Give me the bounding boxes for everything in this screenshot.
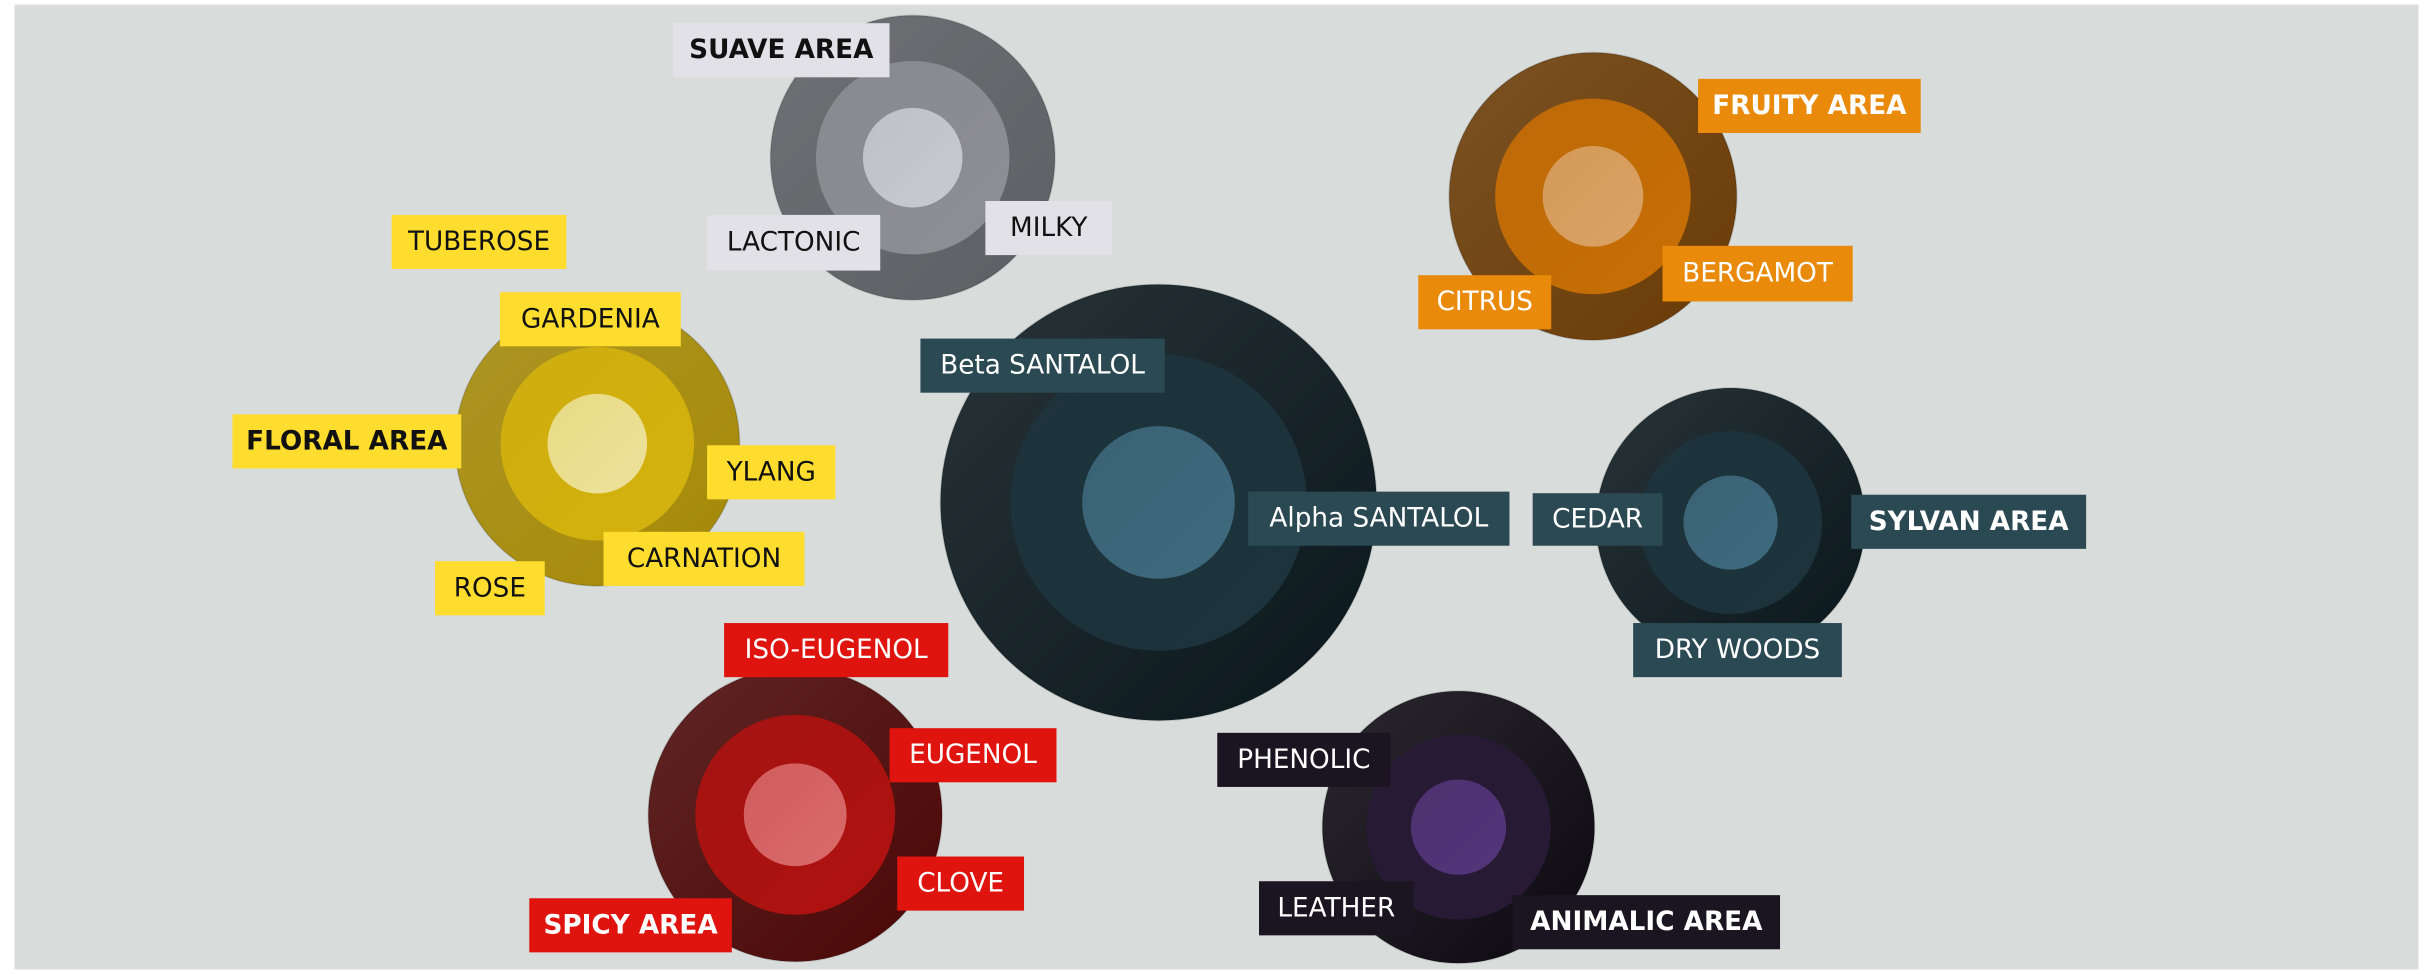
ring <box>862 107 963 208</box>
area-label: SUAVE AREA <box>689 35 874 65</box>
area-label-box <box>1512 895 1781 950</box>
ring <box>1082 426 1235 579</box>
area-label-box <box>232 414 462 469</box>
area-label-box <box>673 23 890 78</box>
note-label: CEDAR <box>1552 504 1643 534</box>
ring <box>1683 475 1778 570</box>
note-label: CITRUS <box>1437 287 1533 317</box>
note-label: PHENOLIC <box>1237 745 1370 775</box>
note-label-box <box>1259 881 1414 936</box>
area-label: ANIMALIC AREA <box>1530 907 1763 937</box>
ring <box>1542 146 1644 247</box>
note-label-box <box>1662 245 1853 302</box>
area-label-box <box>1698 78 1921 133</box>
note-label-box <box>985 200 1113 256</box>
note-label-box <box>1633 623 1842 678</box>
note-label-box <box>434 561 545 616</box>
note-label: LEATHER <box>1277 893 1395 923</box>
area-label-box <box>1851 494 2087 549</box>
note-label-box <box>499 292 681 347</box>
note-label: EUGENOL <box>909 740 1037 770</box>
note-label-box <box>1418 275 1552 330</box>
note-label: BERGAMOT <box>1682 259 1834 289</box>
note-label: Alpha SANTALOL <box>1269 504 1488 534</box>
ring <box>547 393 648 494</box>
note-label: Beta SANTALOL <box>940 351 1145 381</box>
ring <box>1410 779 1507 875</box>
area-label: SYLVAN AREA <box>1869 507 2070 537</box>
ring <box>743 763 847 867</box>
note-label-box <box>707 445 836 500</box>
note-label-box <box>1248 491 1510 546</box>
note-label-box <box>897 856 1025 911</box>
note-label: YLANG <box>726 457 816 487</box>
note-label-box <box>920 338 1165 393</box>
note-label-box <box>707 214 881 271</box>
note-label: TUBEROSE <box>407 227 550 257</box>
note-label: GARDENIA <box>521 304 660 334</box>
note-label: CLOVE <box>917 869 1004 899</box>
note-label-box <box>1532 493 1663 546</box>
note-label: ROSE <box>454 573 526 603</box>
area-label: FLORAL AREA <box>246 426 448 456</box>
area-label: FRUITY AREA <box>1712 91 1907 121</box>
note-label-box <box>1217 732 1391 787</box>
area-label: SPICY AREA <box>543 910 718 940</box>
note-label: ISO-EUGENOL <box>745 635 928 665</box>
note-label: CARNATION <box>627 544 781 574</box>
note-label-box <box>889 728 1057 783</box>
note-label-box <box>391 214 567 270</box>
area-label-box <box>529 898 732 953</box>
note-label: DRY WOODS <box>1655 635 1820 665</box>
note-label: LACTONIC <box>727 228 861 258</box>
note-label-box <box>724 623 949 678</box>
note-label-box <box>603 531 805 586</box>
note-label: MILKY <box>1010 213 1088 243</box>
